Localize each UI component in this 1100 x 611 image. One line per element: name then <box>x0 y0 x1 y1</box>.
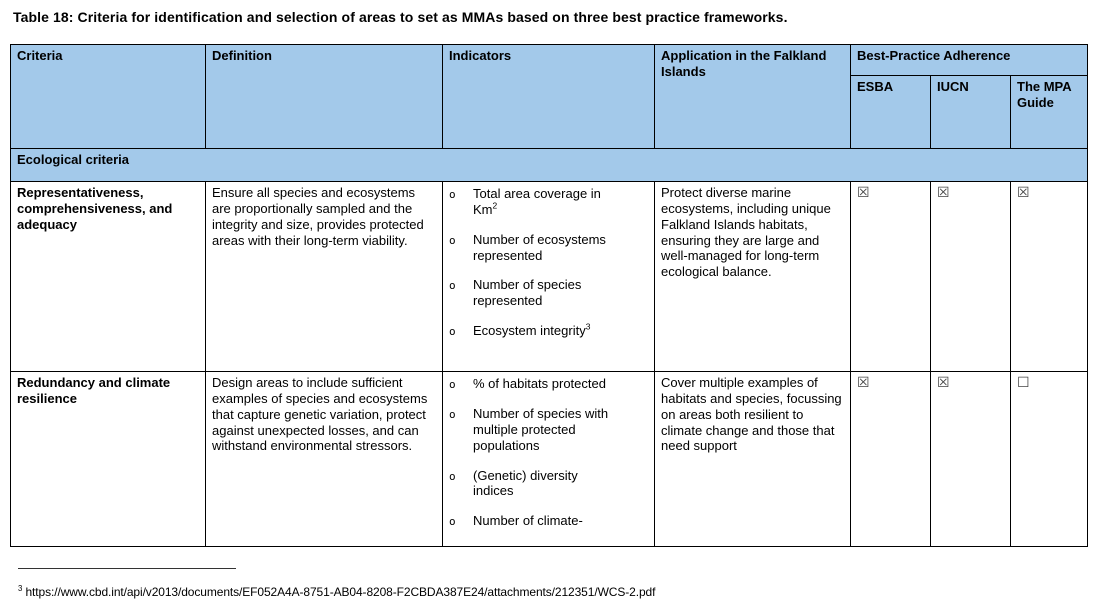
mpa-guide-adherence-cell: ☒ <box>1009 181 1089 372</box>
table-row: Redundancy and climate resilience Design… <box>10 370 1089 548</box>
iucn-adherence-cell: ☒ <box>930 181 1011 372</box>
indicator-text: % of habitats protected <box>473 376 606 391</box>
definition-cell: Ensure all species and ecosystems are pr… <box>205 181 443 372</box>
footnote-text: https://www.cbd.int/api/v2013/documents/… <box>22 585 656 600</box>
indicators-cell: o % of habitats protected o Number of speci… <box>442 370 655 548</box>
bullet-icon: o <box>449 515 456 529</box>
header-row-sub: ESBA IUCN The MPA Guide <box>11 75 1089 149</box>
col-header-adherence: Best-Practice Adherence <box>849 44 1089 76</box>
bullet-icon: o <box>449 233 456 247</box>
document-page: Table 18: Criteria for identification an… <box>0 9 1100 611</box>
col-header-application: Application in the Falkland Islands <box>654 44 851 149</box>
indicator-text: Number of species with multiple protecte… <box>473 406 609 453</box>
col-header-iucn: IUCN <box>930 75 1011 149</box>
checkbox-icon: ☒ <box>857 185 870 201</box>
section-label: Ecological criteria <box>9 148 1089 182</box>
indicator-text: Ecosystem integrity3 <box>473 321 591 339</box>
esba-adherence-cell: ☒ <box>850 370 931 548</box>
bullet-icon: o <box>449 469 456 483</box>
indicator-text: (Genetic) diversity indices <box>473 467 578 499</box>
indicator-item: o Number of climate- <box>449 513 648 529</box>
col-header-indicators: Indicators <box>442 44 655 149</box>
section-row-ecological-criteria: Ecological criteria <box>9 148 1089 182</box>
indicators-cell: o Total area coverage in Km2 o Number of ec… <box>442 181 655 372</box>
checkbox-icon: ☒ <box>937 185 950 201</box>
iucn-adherence-cell: ☒ <box>930 370 1011 548</box>
indicator-text: Number of species represented <box>473 277 582 309</box>
indicator-item: o (Genetic) diversity indices <box>449 468 648 500</box>
criteria-cell: Representativeness, comprehensiveness, a… <box>10 181 206 372</box>
bullet-icon: o <box>449 279 456 293</box>
indicator-item: o Number of species with multiple protect… <box>449 406 648 454</box>
header-row-top: Criteria Definition Indicators Applicati… <box>10 44 1089 149</box>
indicator-list: o % of habitats protected o Number of speci… <box>449 376 648 529</box>
col-header-mpa-guide: The MPA Guide <box>1009 75 1089 149</box>
footnote-marker: 3 <box>18 584 23 594</box>
bullet-icon: o <box>449 408 456 421</box>
checkbox-icon: ☒ <box>857 375 870 391</box>
footnote: 3 https://www.cbd.int/api/v2013/document… <box>18 585 1100 599</box>
col-header-criteria: Criteria <box>10 44 206 149</box>
bullet-icon: o <box>449 378 456 391</box>
indicator-item: o Number of species represented <box>449 277 648 309</box>
table-caption: Table 18: Criteria for identification an… <box>13 9 788 25</box>
mpa-guide-adherence-cell: ☐ <box>1009 370 1089 548</box>
table-body: Criteria Definition Indicators Applicati… <box>9 44 1089 548</box>
indicator-item: o Ecosystem integrity3 <box>449 323 648 339</box>
definition-cell: Design areas to include sufficient examp… <box>205 370 443 548</box>
indicator-item: o Number of ecosystems represented <box>449 232 648 264</box>
bullet-icon: o <box>449 325 456 339</box>
application-cell: Cover multiple examples of habitats and … <box>654 370 851 548</box>
criteria-cell: Redundancy and climate resilience <box>10 370 206 548</box>
indicator-item: o % of habitats protected <box>449 376 648 392</box>
indicator-text: Total area coverage in Km2 <box>473 186 601 217</box>
table-row: Representativeness, comprehensiveness, a… <box>10 181 1089 372</box>
footnote-separator <box>18 568 236 570</box>
col-header-definition: Definition <box>205 44 443 149</box>
col-header-esba: ESBA <box>850 75 931 149</box>
indicator-list: o Total area coverage in Km2 o Number of ec… <box>449 186 648 339</box>
indicator-text: Number of climate- <box>473 513 583 529</box>
checkbox-icon: ☒ <box>937 375 950 391</box>
esba-adherence-cell: ☒ <box>850 181 931 372</box>
bullet-icon: o <box>449 188 456 201</box>
checkbox-icon: ☐ <box>1017 375 1030 391</box>
checkbox-icon: ☒ <box>1017 185 1030 201</box>
indicator-item: o Total area coverage in Km2 <box>449 186 648 218</box>
application-cell: Protect diverse marine ecosystems, inclu… <box>654 181 851 372</box>
indicator-text: Number of ecosystems represented <box>473 231 606 263</box>
mma-criteria-table: Criteria Definition Indicators Applicati… <box>9 44 1089 548</box>
